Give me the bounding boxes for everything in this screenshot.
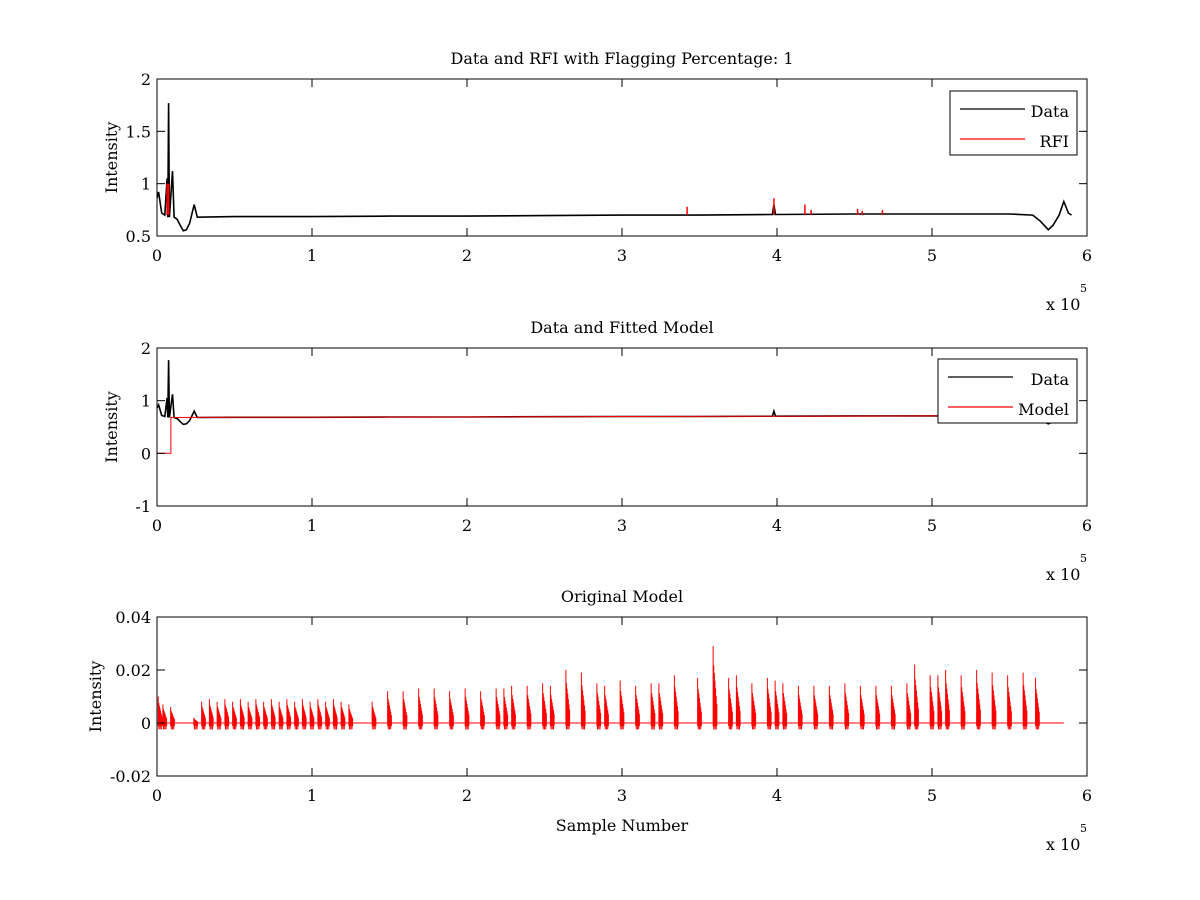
x-tick-label: 0 <box>152 246 162 265</box>
x-tick-label: 1 <box>307 516 317 535</box>
axes-box <box>156 78 1088 237</box>
series-line-data <box>157 360 1072 426</box>
x-tick-label: 1 <box>307 246 317 265</box>
y-tick-label: 2 <box>141 70 151 89</box>
x-axis-label: Sample Number <box>556 816 689 835</box>
x-tick-label: 5 <box>927 516 937 535</box>
x-tick-label: 0 <box>152 786 162 805</box>
x-exponent-power: 5 <box>1080 822 1087 835</box>
data-area <box>157 360 1072 454</box>
x-tick-label: 3 <box>617 246 627 265</box>
legend-label: RFI <box>1040 132 1069 151</box>
series-line-data <box>157 103 1072 232</box>
y-tick-label: -0.02 <box>110 767 151 786</box>
x-tick-label: 4 <box>772 246 782 265</box>
x-tick-label: 4 <box>772 786 782 805</box>
x-tick-label: 6 <box>1082 246 1092 265</box>
data-area <box>157 646 1064 730</box>
y-tick-label: 0 <box>141 714 151 733</box>
data-area <box>157 103 1072 232</box>
plot-title: Data and Fitted Model <box>530 318 713 337</box>
y-axis-label: Intensity <box>102 391 121 463</box>
y-tick-label: 0.04 <box>115 608 151 627</box>
x-tick-label: 1 <box>307 786 317 805</box>
subplot-1: Data and RFI with Flagging Percentage: 1… <box>102 49 1092 314</box>
plot-title: Original Model <box>561 587 683 606</box>
x-tick-label: 3 <box>617 786 627 805</box>
x-tick-label: 6 <box>1082 786 1092 805</box>
legend: Data Model <box>937 358 1078 424</box>
legend-box <box>949 90 1078 156</box>
legend: Data RFI <box>949 90 1078 156</box>
x-exponent-base: x 10 <box>1046 295 1080 314</box>
x-tick-label: 2 <box>462 786 472 805</box>
legend-box <box>937 358 1078 424</box>
x-tick-label: 6 <box>1082 516 1092 535</box>
x-tick-label: 2 <box>462 246 472 265</box>
plot-title: Data and RFI with Flagging Percentage: 1 <box>450 49 793 68</box>
x-tick-label: 0 <box>152 516 162 535</box>
y-axis-label: Intensity <box>86 661 105 733</box>
x-tick-label: 4 <box>772 516 782 535</box>
y-tick-label: 1 <box>141 175 151 194</box>
x-tick-label: 5 <box>927 246 937 265</box>
y-tick-label: 0 <box>141 444 151 463</box>
x-exponent-base: x 10 <box>1046 835 1080 854</box>
legend-label: Data <box>1031 370 1070 389</box>
x-exponent-power: 5 <box>1080 282 1087 295</box>
x-exponent-base: x 10 <box>1046 565 1080 584</box>
y-tick-label: 1 <box>141 392 151 411</box>
x-exponent-power: 5 <box>1080 552 1087 565</box>
y-tick-label: -1 <box>135 497 151 516</box>
y-tick-label: 2 <box>141 339 151 358</box>
legend-label: Data <box>1031 102 1070 121</box>
y-tick-label: 1.5 <box>126 122 151 141</box>
y-axis-label: Intensity <box>102 122 121 194</box>
y-tick-label: 0.5 <box>126 227 151 246</box>
legend-label: Model <box>1018 400 1069 419</box>
x-tick-label: 5 <box>927 786 937 805</box>
series-line-model <box>157 415 1072 454</box>
x-tick-label: 2 <box>462 516 472 535</box>
x-tick-label: 3 <box>617 516 627 535</box>
y-tick-label: 0.02 <box>115 661 151 680</box>
